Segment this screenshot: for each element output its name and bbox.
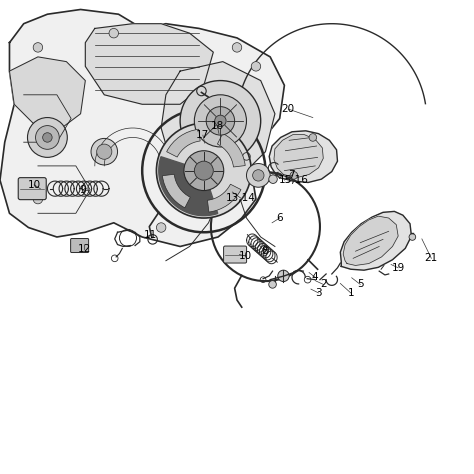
Circle shape xyxy=(194,161,213,180)
Text: 8: 8 xyxy=(261,246,268,256)
Polygon shape xyxy=(0,9,284,246)
FancyBboxPatch shape xyxy=(18,178,46,200)
Circle shape xyxy=(36,126,59,149)
Circle shape xyxy=(246,164,270,187)
Text: 1: 1 xyxy=(347,288,354,298)
Text: 9: 9 xyxy=(80,184,86,195)
Wedge shape xyxy=(218,134,245,167)
Circle shape xyxy=(180,81,261,161)
Circle shape xyxy=(269,281,276,288)
Text: 12: 12 xyxy=(78,244,91,254)
Text: 19: 19 xyxy=(392,263,405,273)
Polygon shape xyxy=(269,131,337,182)
Circle shape xyxy=(269,175,277,183)
Circle shape xyxy=(206,107,235,135)
Text: 15,16: 15,16 xyxy=(279,175,309,185)
FancyBboxPatch shape xyxy=(224,246,246,263)
Circle shape xyxy=(409,234,416,240)
Text: 3: 3 xyxy=(315,288,322,298)
Text: 2: 2 xyxy=(320,279,327,290)
Text: 5: 5 xyxy=(357,279,364,290)
Text: 7: 7 xyxy=(288,170,295,181)
Polygon shape xyxy=(161,62,275,180)
Polygon shape xyxy=(340,211,411,270)
Circle shape xyxy=(290,172,298,179)
Text: 10: 10 xyxy=(239,251,252,261)
Circle shape xyxy=(215,115,226,127)
Circle shape xyxy=(194,95,246,147)
Circle shape xyxy=(232,43,242,52)
FancyBboxPatch shape xyxy=(71,238,89,253)
Circle shape xyxy=(278,270,289,282)
Wedge shape xyxy=(163,174,190,208)
Circle shape xyxy=(43,133,52,142)
Wedge shape xyxy=(167,129,200,157)
Polygon shape xyxy=(159,157,218,216)
Text: 10: 10 xyxy=(27,180,41,190)
Text: 13,14: 13,14 xyxy=(226,193,256,203)
Circle shape xyxy=(253,170,264,181)
Polygon shape xyxy=(274,135,323,178)
Wedge shape xyxy=(208,184,241,212)
Polygon shape xyxy=(9,57,85,128)
Text: 17: 17 xyxy=(196,130,210,140)
Text: 21: 21 xyxy=(425,253,438,264)
Text: 4: 4 xyxy=(312,272,319,283)
Circle shape xyxy=(97,144,112,159)
Circle shape xyxy=(91,138,118,165)
Circle shape xyxy=(251,62,261,71)
Circle shape xyxy=(156,123,251,218)
Text: 20: 20 xyxy=(282,104,295,114)
Circle shape xyxy=(156,223,166,232)
Polygon shape xyxy=(85,24,213,104)
Circle shape xyxy=(33,194,43,204)
Circle shape xyxy=(109,28,118,38)
Circle shape xyxy=(33,43,43,52)
Text: 18: 18 xyxy=(210,120,224,131)
Circle shape xyxy=(27,118,67,157)
Text: 6: 6 xyxy=(276,213,283,223)
Polygon shape xyxy=(343,216,398,265)
Text: 11: 11 xyxy=(144,229,157,240)
Circle shape xyxy=(184,151,224,191)
Circle shape xyxy=(309,134,317,141)
